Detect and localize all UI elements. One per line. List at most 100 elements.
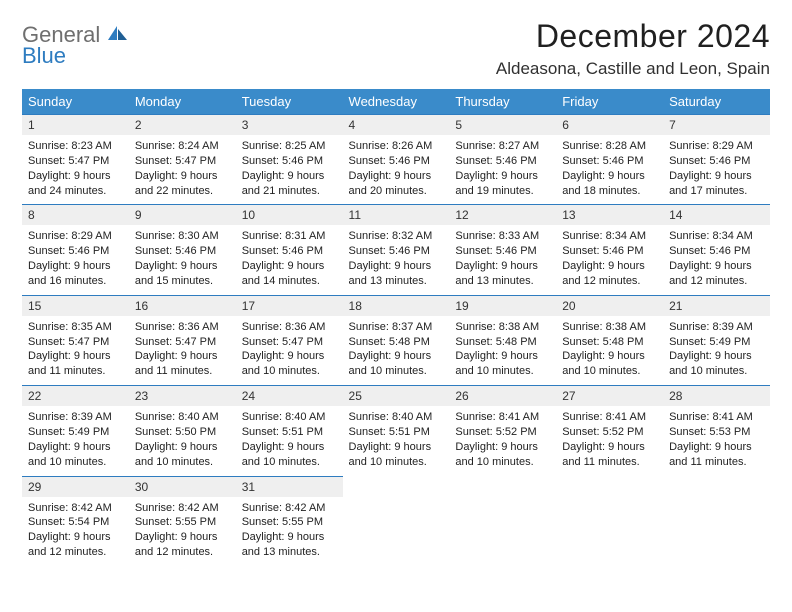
- day-detail: Sunrise: 8:29 AMSunset: 5:46 PMDaylight:…: [22, 225, 129, 294]
- day-number: 16: [129, 295, 236, 316]
- day-number: 10: [236, 204, 343, 225]
- location-subtitle: Aldeasona, Castille and Leon, Spain: [496, 59, 770, 79]
- day-number: 31: [236, 476, 343, 497]
- calendar-day-cell: 30Sunrise: 8:42 AMSunset: 5:55 PMDayligh…: [129, 476, 236, 566]
- calendar-week-row: 8Sunrise: 8:29 AMSunset: 5:46 PMDaylight…: [22, 204, 770, 294]
- day-detail: Sunrise: 8:38 AMSunset: 5:48 PMDaylight:…: [449, 316, 556, 385]
- calendar-table: SundayMondayTuesdayWednesdayThursdayFrid…: [22, 89, 770, 566]
- logo-text-block: General Blue: [22, 24, 129, 67]
- calendar-day-cell: 10Sunrise: 8:31 AMSunset: 5:46 PMDayligh…: [236, 204, 343, 294]
- day-number: 19: [449, 295, 556, 316]
- day-detail: Sunrise: 8:23 AMSunset: 5:47 PMDaylight:…: [22, 135, 129, 204]
- day-number: 14: [663, 204, 770, 225]
- calendar-day-cell: 21Sunrise: 8:39 AMSunset: 5:49 PMDayligh…: [663, 295, 770, 385]
- weekday-header: Saturday: [663, 89, 770, 114]
- weekday-header: Tuesday: [236, 89, 343, 114]
- calendar-day-cell: 12Sunrise: 8:33 AMSunset: 5:46 PMDayligh…: [449, 204, 556, 294]
- day-detail: Sunrise: 8:31 AMSunset: 5:46 PMDaylight:…: [236, 225, 343, 294]
- day-detail: Sunrise: 8:39 AMSunset: 5:49 PMDaylight:…: [663, 316, 770, 385]
- day-detail: Sunrise: 8:37 AMSunset: 5:48 PMDaylight:…: [343, 316, 450, 385]
- page-title: December 2024: [496, 18, 770, 55]
- calendar-day-cell: 13Sunrise: 8:34 AMSunset: 5:46 PMDayligh…: [556, 204, 663, 294]
- calendar-body: 1Sunrise: 8:23 AMSunset: 5:47 PMDaylight…: [22, 114, 770, 566]
- day-detail: Sunrise: 8:34 AMSunset: 5:46 PMDaylight:…: [663, 225, 770, 294]
- calendar-day-cell: 14Sunrise: 8:34 AMSunset: 5:46 PMDayligh…: [663, 204, 770, 294]
- day-detail: Sunrise: 8:35 AMSunset: 5:47 PMDaylight:…: [22, 316, 129, 385]
- day-detail: Sunrise: 8:25 AMSunset: 5:46 PMDaylight:…: [236, 135, 343, 204]
- calendar-day-cell: 6Sunrise: 8:28 AMSunset: 5:46 PMDaylight…: [556, 114, 663, 204]
- day-detail: Sunrise: 8:39 AMSunset: 5:49 PMDaylight:…: [22, 406, 129, 475]
- calendar-day-cell: 29Sunrise: 8:42 AMSunset: 5:54 PMDayligh…: [22, 476, 129, 566]
- day-number: 29: [22, 476, 129, 497]
- calendar-day-cell: 31Sunrise: 8:42 AMSunset: 5:55 PMDayligh…: [236, 476, 343, 566]
- day-number: 24: [236, 385, 343, 406]
- header: General Blue December 2024 Aldeasona, Ca…: [22, 18, 770, 79]
- day-number: 17: [236, 295, 343, 316]
- day-detail: Sunrise: 8:29 AMSunset: 5:46 PMDaylight:…: [663, 135, 770, 204]
- weekday-header: Sunday: [22, 89, 129, 114]
- day-detail: Sunrise: 8:36 AMSunset: 5:47 PMDaylight:…: [236, 316, 343, 385]
- calendar-day-cell: [449, 476, 556, 566]
- day-number: 20: [556, 295, 663, 316]
- day-detail: Sunrise: 8:41 AMSunset: 5:53 PMDaylight:…: [663, 406, 770, 475]
- day-number: 5: [449, 114, 556, 135]
- day-detail: Sunrise: 8:36 AMSunset: 5:47 PMDaylight:…: [129, 316, 236, 385]
- logo: General Blue: [22, 18, 129, 67]
- calendar-day-cell: 25Sunrise: 8:40 AMSunset: 5:51 PMDayligh…: [343, 385, 450, 475]
- calendar-day-cell: 18Sunrise: 8:37 AMSunset: 5:48 PMDayligh…: [343, 295, 450, 385]
- calendar-week-row: 22Sunrise: 8:39 AMSunset: 5:49 PMDayligh…: [22, 385, 770, 475]
- weekday-header: Friday: [556, 89, 663, 114]
- day-number: 30: [129, 476, 236, 497]
- day-detail: Sunrise: 8:33 AMSunset: 5:46 PMDaylight:…: [449, 225, 556, 294]
- day-number: 1: [22, 114, 129, 135]
- day-number: 11: [343, 204, 450, 225]
- day-number: 18: [343, 295, 450, 316]
- day-detail: Sunrise: 8:24 AMSunset: 5:47 PMDaylight:…: [129, 135, 236, 204]
- day-number: 8: [22, 204, 129, 225]
- day-number: 7: [663, 114, 770, 135]
- calendar-day-cell: 22Sunrise: 8:39 AMSunset: 5:49 PMDayligh…: [22, 385, 129, 475]
- day-detail: Sunrise: 8:41 AMSunset: 5:52 PMDaylight:…: [449, 406, 556, 475]
- calendar-day-cell: 15Sunrise: 8:35 AMSunset: 5:47 PMDayligh…: [22, 295, 129, 385]
- day-number: 3: [236, 114, 343, 135]
- day-number: 12: [449, 204, 556, 225]
- calendar-day-cell: 9Sunrise: 8:30 AMSunset: 5:46 PMDaylight…: [129, 204, 236, 294]
- day-number: 27: [556, 385, 663, 406]
- calendar-day-cell: 20Sunrise: 8:38 AMSunset: 5:48 PMDayligh…: [556, 295, 663, 385]
- day-detail: Sunrise: 8:40 AMSunset: 5:50 PMDaylight:…: [129, 406, 236, 475]
- day-detail: Sunrise: 8:41 AMSunset: 5:52 PMDaylight:…: [556, 406, 663, 475]
- day-number: 25: [343, 385, 450, 406]
- day-number: 13: [556, 204, 663, 225]
- calendar-day-cell: 26Sunrise: 8:41 AMSunset: 5:52 PMDayligh…: [449, 385, 556, 475]
- day-number: 4: [343, 114, 450, 135]
- calendar-day-cell: 4Sunrise: 8:26 AMSunset: 5:46 PMDaylight…: [343, 114, 450, 204]
- calendar-day-cell: 19Sunrise: 8:38 AMSunset: 5:48 PMDayligh…: [449, 295, 556, 385]
- calendar-day-cell: [663, 476, 770, 566]
- day-detail: Sunrise: 8:28 AMSunset: 5:46 PMDaylight:…: [556, 135, 663, 204]
- day-detail: Sunrise: 8:38 AMSunset: 5:48 PMDaylight:…: [556, 316, 663, 385]
- title-block: December 2024 Aldeasona, Castille and Le…: [496, 18, 770, 79]
- weekday-header: Thursday: [449, 89, 556, 114]
- day-number: 26: [449, 385, 556, 406]
- calendar-week-row: 29Sunrise: 8:42 AMSunset: 5:54 PMDayligh…: [22, 476, 770, 566]
- day-number: 21: [663, 295, 770, 316]
- day-detail: Sunrise: 8:27 AMSunset: 5:46 PMDaylight:…: [449, 135, 556, 204]
- day-detail: Sunrise: 8:42 AMSunset: 5:55 PMDaylight:…: [236, 497, 343, 566]
- day-detail: Sunrise: 8:42 AMSunset: 5:55 PMDaylight:…: [129, 497, 236, 566]
- calendar-day-cell: 1Sunrise: 8:23 AMSunset: 5:47 PMDaylight…: [22, 114, 129, 204]
- day-number: 22: [22, 385, 129, 406]
- calendar-day-cell: 23Sunrise: 8:40 AMSunset: 5:50 PMDayligh…: [129, 385, 236, 475]
- calendar-day-cell: 28Sunrise: 8:41 AMSunset: 5:53 PMDayligh…: [663, 385, 770, 475]
- sail-icon: [107, 24, 129, 47]
- calendar-day-cell: 8Sunrise: 8:29 AMSunset: 5:46 PMDaylight…: [22, 204, 129, 294]
- day-detail: Sunrise: 8:40 AMSunset: 5:51 PMDaylight:…: [343, 406, 450, 475]
- day-number: 9: [129, 204, 236, 225]
- calendar-day-cell: 24Sunrise: 8:40 AMSunset: 5:51 PMDayligh…: [236, 385, 343, 475]
- weekday-header: Monday: [129, 89, 236, 114]
- day-number: 2: [129, 114, 236, 135]
- day-detail: Sunrise: 8:34 AMSunset: 5:46 PMDaylight:…: [556, 225, 663, 294]
- logo-word-blue: Blue: [22, 45, 129, 67]
- calendar-day-cell: 3Sunrise: 8:25 AMSunset: 5:46 PMDaylight…: [236, 114, 343, 204]
- weekday-header-row: SundayMondayTuesdayWednesdayThursdayFrid…: [22, 89, 770, 114]
- calendar-day-cell: 17Sunrise: 8:36 AMSunset: 5:47 PMDayligh…: [236, 295, 343, 385]
